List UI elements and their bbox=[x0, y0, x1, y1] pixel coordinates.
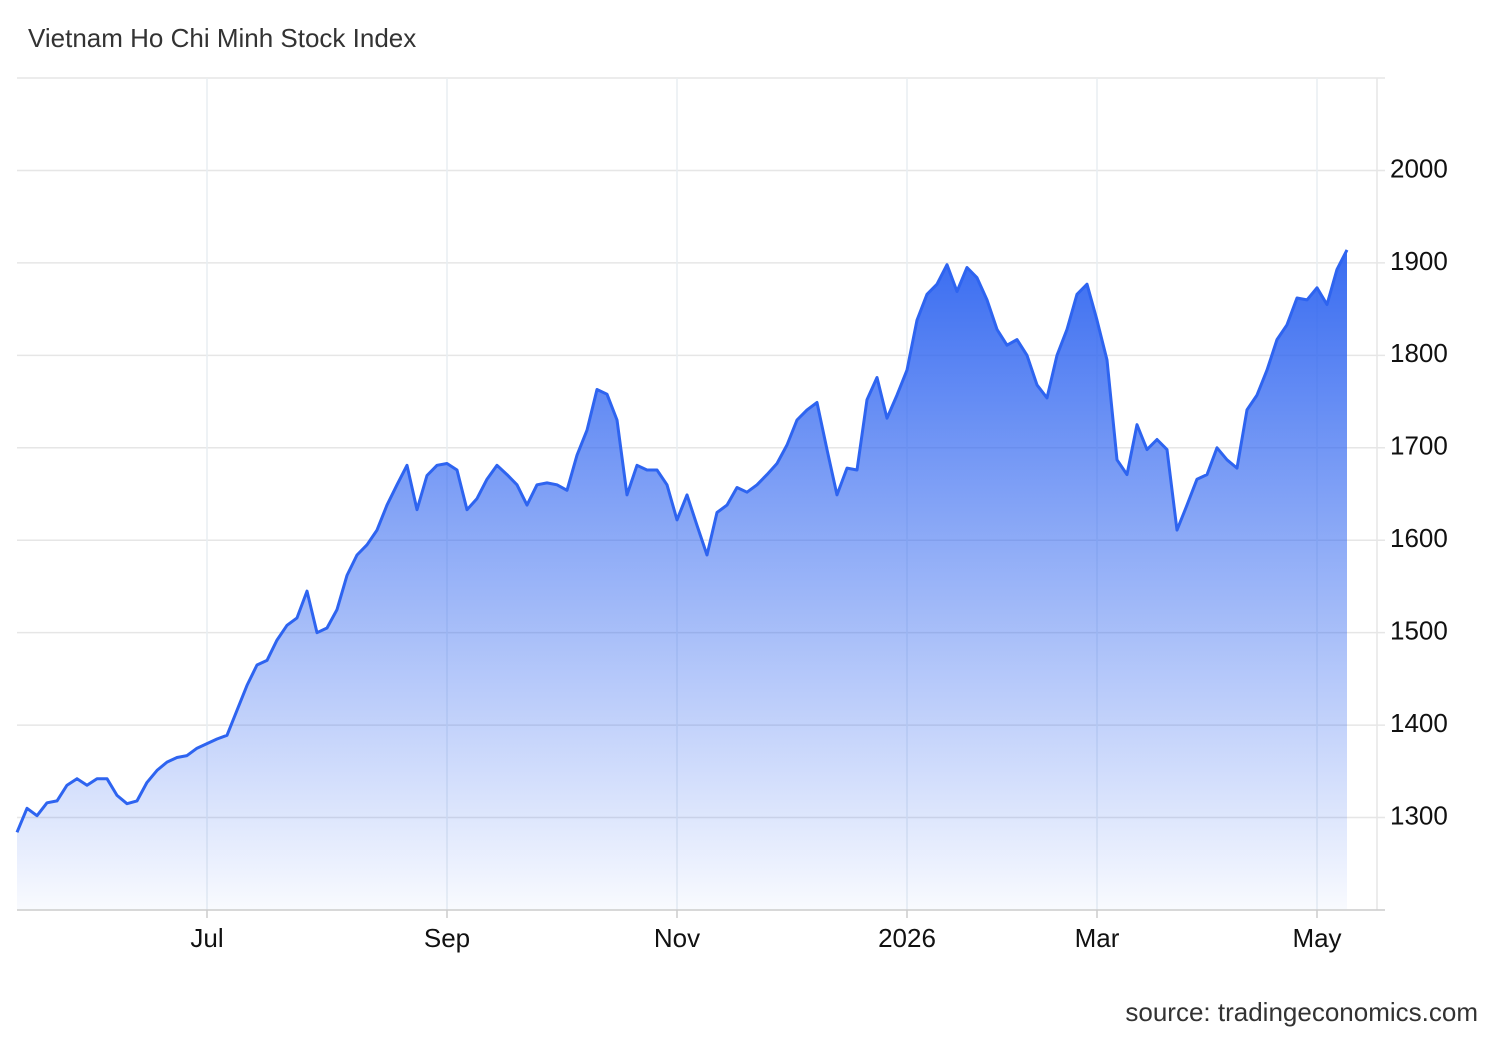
y-tick-label: 1500 bbox=[1390, 616, 1448, 646]
x-tick-label: Mar bbox=[1075, 923, 1120, 953]
area bbox=[17, 249, 1347, 910]
y-tick-label: 1400 bbox=[1390, 708, 1448, 738]
y-tick-label: 1900 bbox=[1390, 246, 1448, 276]
x-tick-label: Sep bbox=[424, 923, 470, 953]
line bbox=[15, 249, 1349, 833]
x-tick-label: Jul bbox=[190, 923, 223, 953]
y-tick-label: 1300 bbox=[1390, 800, 1448, 830]
x-tick-label: Nov bbox=[654, 923, 700, 953]
y-tick-label: 1600 bbox=[1390, 523, 1448, 553]
x-tick-label: 2026 bbox=[878, 923, 936, 953]
source: source: tradingeconomics.com bbox=[1125, 997, 1478, 1027]
x-tick-label: May bbox=[1292, 923, 1341, 953]
y-tick-label: 1700 bbox=[1390, 431, 1448, 461]
y-tick-label: 2000 bbox=[1390, 153, 1448, 183]
y-tick-label: 1800 bbox=[1390, 338, 1448, 368]
chart-title: Vietnam Ho Chi Minh Stock Index bbox=[28, 23, 416, 53]
